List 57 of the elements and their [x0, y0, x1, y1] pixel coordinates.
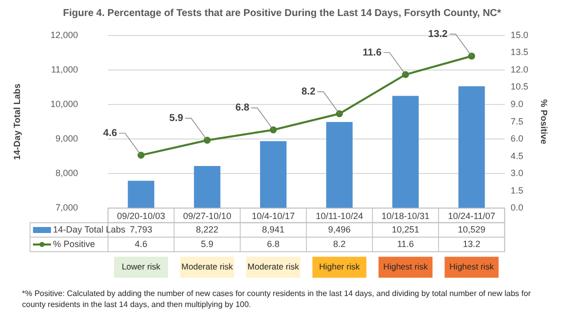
y2-tick-label: 13.5: [510, 47, 528, 58]
x-tick-label: 10/11-10/24: [316, 211, 364, 222]
y-axis-title: 14-Day Total Labs: [12, 84, 22, 160]
text: Moderate risk: [248, 262, 300, 272]
x-tick-label: 10/24-11/07: [448, 211, 496, 222]
data-label: 10,529: [458, 224, 486, 234]
data-label: 8,222: [196, 224, 218, 234]
data-label: 9,496: [328, 224, 351, 234]
chart-title: Figure 4. Percentage of Tests that are Positive During the Last 14 Days, Forsyth County, NC*: [62, 8, 502, 19]
text: 4.6: [103, 128, 118, 139]
y2-tick-label: 7.5: [510, 116, 524, 126]
y-tick-label: 8,000: [55, 168, 78, 178]
x-tick-label: 10/18-10/31: [381, 211, 430, 222]
y2-axis-title: % Positive: [539, 99, 550, 144]
y-tick-label: 12,000: [50, 30, 78, 40]
data-label: 7,793: [130, 224, 152, 234]
data-label: 10,251: [392, 224, 420, 234]
y-tick-label: 9,000: [55, 134, 78, 144]
text: 5.9: [169, 112, 184, 124]
text: 6.8: [235, 102, 250, 114]
text: Highest risk: [383, 262, 428, 272]
y2-tick-label: 1.5: [510, 185, 524, 196]
text: 11.6: [362, 47, 382, 58]
text: Higher risk: [319, 262, 360, 272]
point: [138, 152, 145, 159]
y2-tick-label: 10.5: [510, 82, 528, 92]
point: [270, 126, 277, 134]
text: Highest risk: [449, 262, 495, 272]
data-label: 4.6: [134, 238, 148, 249]
y2-tick-label: 6.0: [510, 134, 524, 144]
y2-tick-label: 4.5: [510, 150, 524, 161]
y2-tick-label: 0.0: [510, 202, 524, 213]
y2-tick-label: 3.0: [510, 168, 524, 178]
data-label: 5.9: [200, 238, 214, 249]
data-label: 8,941: [262, 224, 285, 234]
text: 13.2: [428, 28, 448, 40]
x-tick-label: 10/4-10/17: [252, 211, 295, 222]
y2-tick-label: 15.0: [510, 30, 528, 40]
y-tick-label: 11,000: [51, 64, 78, 74]
data-label: 8.2: [333, 238, 346, 249]
point: [468, 52, 476, 60]
data-label: 6.8: [267, 238, 280, 249]
data-label: 11.6: [397, 238, 414, 249]
point: [402, 71, 410, 78]
x-tick-label: 09/27-10/10: [183, 211, 232, 222]
legend-label: % Positive: [53, 238, 96, 249]
text: *% Positive: Calculated by adding the number of new cases for county residents in the last 14 days, and dividing by total number of new labs for county residents in the last 14 days, and then multiplying by 100.: [22, 288, 532, 309]
y-tick-label: 10,000: [50, 99, 78, 110]
y-tick-label: 7,000: [55, 202, 78, 213]
text: Moderate risk: [181, 262, 234, 272]
data-label: 13.2: [462, 238, 480, 249]
y2-tick-label: 12.0: [510, 64, 528, 74]
legend-label: 14-Day Total Labs: [53, 224, 126, 234]
text: 8.2: [301, 86, 316, 98]
text: Lower risk: [122, 262, 162, 272]
x-tick-label: 09/20-10/03: [117, 211, 166, 222]
y2-tick-label: 9.0: [510, 99, 524, 110]
